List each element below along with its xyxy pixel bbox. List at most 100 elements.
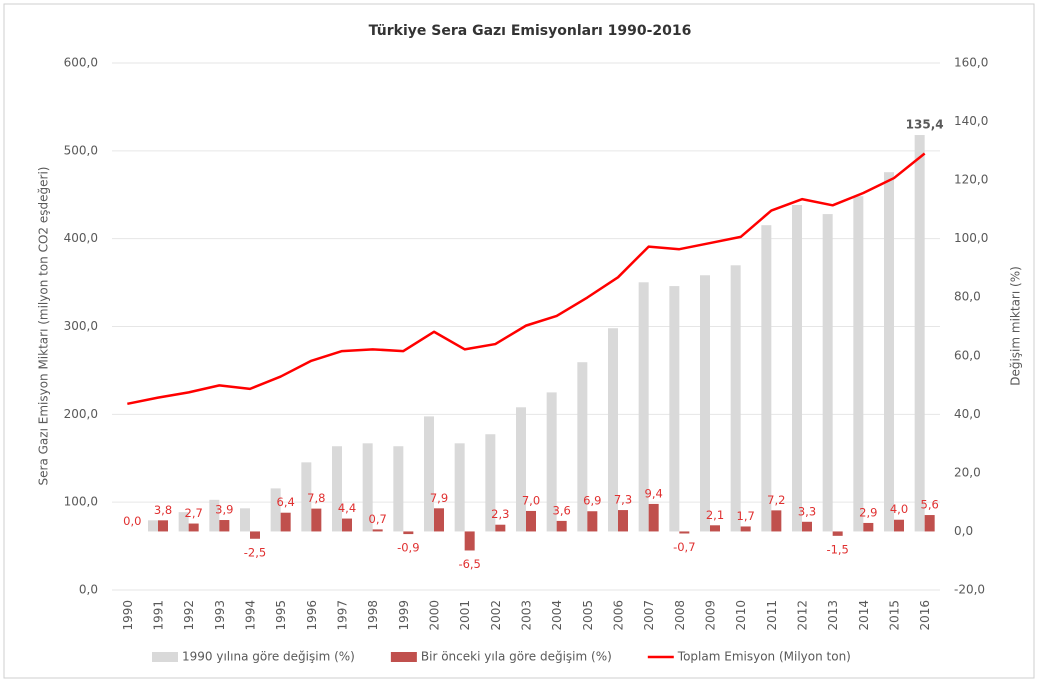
data-label: 135,4: [906, 118, 944, 132]
y-tick-label: 400,0: [64, 231, 98, 245]
x-tick-label: 1999: [397, 600, 411, 631]
bar: [863, 522, 874, 532]
x-tick-label: 1994: [244, 600, 258, 631]
legend-label: Toplam Emisyon (Milyon ton): [677, 650, 851, 664]
x-tick-label: 1997: [336, 600, 350, 631]
bar: [914, 135, 925, 532]
data-label: 9,4: [645, 486, 663, 500]
bar: [924, 515, 935, 532]
bar: [832, 531, 843, 536]
x-tick-label: 2011: [765, 600, 779, 631]
bar: [669, 286, 680, 532]
y2-tick-label: 100,0: [954, 231, 988, 245]
bar: [495, 524, 506, 532]
bar: [454, 443, 465, 532]
bar: [648, 503, 659, 532]
data-label: 7,2: [767, 493, 785, 507]
bar: [311, 508, 322, 532]
y-axis-label: Sera Gazı Emisyon Miktarı (milyon ton CO…: [37, 167, 51, 486]
x-tick-label: 1990: [121, 600, 135, 631]
y2-tick-label: 40,0: [954, 407, 981, 421]
x-tick-label: 2004: [550, 600, 564, 631]
bar: [464, 531, 475, 551]
bar: [250, 531, 260, 539]
bar: [342, 518, 352, 532]
bar: [434, 508, 444, 532]
data-label: 2,7: [185, 506, 203, 520]
x-tick-label: 2009: [704, 600, 718, 631]
data-label: 2,1: [706, 508, 724, 522]
data-label: 6,9: [583, 494, 601, 508]
bar: [240, 508, 250, 532]
x-tick-label: 2003: [520, 600, 534, 631]
bar: [700, 275, 710, 532]
y2-tick-label: 160,0: [954, 56, 988, 70]
data-label: -0,7: [673, 540, 695, 554]
x-tick-label: 1995: [274, 600, 288, 631]
y2-axis-label: Değişim miktarı (%): [1009, 266, 1023, 386]
bar: [158, 520, 168, 532]
bar: [822, 214, 833, 532]
data-label: 3,3: [798, 504, 816, 518]
x-tick-label: 2000: [428, 600, 442, 631]
chart-title: Türkiye Sera Gazı Emisyonları 1990-2016: [369, 23, 692, 39]
y2-tick-label: 0,0: [954, 524, 973, 538]
x-tick-label: 2002: [489, 600, 503, 631]
bar: [362, 443, 373, 532]
y-tick-label: 500,0: [64, 143, 98, 157]
data-label: 3,9: [215, 503, 233, 517]
y-tick-label: 100,0: [64, 495, 98, 509]
x-tick-label: 1991: [152, 600, 166, 631]
data-label: 2,3: [491, 507, 509, 521]
bar: [771, 510, 782, 532]
y2-tick-label: 140,0: [954, 114, 988, 128]
data-label: 1,7: [737, 509, 755, 523]
x-tick-label: 2008: [673, 600, 687, 631]
bar: [679, 531, 690, 534]
bar: [516, 407, 526, 532]
y-tick-label: 200,0: [64, 407, 98, 421]
x-tick-label: 1993: [213, 600, 227, 631]
data-label: 6,4: [277, 495, 295, 509]
y-tick-label: 300,0: [64, 319, 98, 333]
bar: [485, 434, 496, 532]
bar: [526, 510, 536, 532]
bar: [188, 523, 199, 532]
data-label: -1,5: [826, 542, 848, 556]
x-tick-label: 2016: [918, 600, 932, 631]
data-label: 4,0: [890, 502, 908, 516]
x-tick-label: 2013: [826, 600, 840, 631]
x-tick-label: 1992: [182, 600, 196, 631]
bar: [209, 499, 220, 532]
bar: [792, 204, 802, 532]
legend-label: 1990 yılına göre değişim (%): [182, 650, 355, 664]
bar: [761, 225, 772, 532]
x-tick-label: 1996: [305, 600, 319, 631]
y2-tick-label: 80,0: [954, 290, 981, 304]
bar: [740, 526, 751, 532]
bar: [178, 512, 189, 532]
data-label: -0,9: [397, 541, 419, 555]
bar: [270, 488, 281, 532]
x-tick-label: 1998: [366, 600, 380, 631]
bar: [853, 196, 864, 532]
data-label: 4,4: [338, 501, 356, 515]
legend-swatch: [152, 652, 178, 662]
bar: [894, 519, 904, 532]
data-label: 0,7: [369, 512, 387, 526]
bar: [710, 525, 720, 532]
bar: [802, 521, 812, 532]
x-tick-label: 2001: [458, 600, 472, 631]
data-label: -2,5: [244, 545, 266, 559]
line: [127, 152, 926, 406]
bar: [332, 446, 342, 532]
bar: [884, 172, 894, 532]
bar: [577, 362, 588, 532]
bar: [587, 511, 598, 532]
y2-tick-label: 60,0: [954, 348, 981, 362]
data-label: 3,6: [553, 503, 571, 517]
x-tick-label: 2012: [796, 600, 810, 631]
data-label: 7,9: [430, 491, 448, 505]
x-tick-label: 2010: [734, 600, 748, 631]
